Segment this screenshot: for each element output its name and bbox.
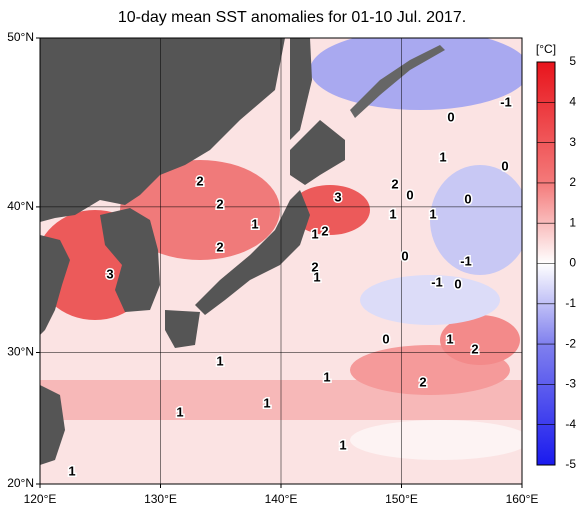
land	[40, 38, 285, 222]
colorbar-tick-label: -4	[565, 417, 576, 431]
lon-tick-label: 130°E	[144, 492, 177, 506]
contour-label: 2	[321, 223, 328, 238]
colorbar-tick-label: -5	[565, 457, 576, 471]
contour-label: 1	[439, 149, 446, 164]
anomaly-patch	[350, 420, 522, 460]
contour-label: 2	[196, 173, 203, 188]
contour-label: 1	[339, 437, 346, 452]
colorbar-tick-label: -1	[565, 296, 576, 310]
anomaly-patch	[290, 185, 370, 235]
contour-label: 1	[176, 404, 183, 419]
lon-tick-label: 120°E	[24, 492, 57, 506]
lon-tick-label: 150°E	[385, 492, 418, 506]
contour-label: 0	[406, 187, 413, 202]
contour-label: 2	[419, 374, 426, 389]
land	[290, 120, 345, 185]
anomaly-patch	[310, 38, 522, 110]
land	[290, 38, 312, 140]
contour-label: 0	[464, 191, 471, 206]
colorbar-tick-label: 1	[569, 215, 576, 229]
lat-tick-label: 40°N	[7, 199, 34, 213]
lat-tick-label: 20°N	[7, 476, 34, 490]
land	[100, 208, 160, 312]
colorbar-tick-label: 5	[569, 54, 576, 68]
contour-label: 1	[263, 395, 270, 410]
contour-label: 1	[68, 463, 75, 478]
contour-label: 1	[216, 353, 223, 368]
axes: 120°E 130°E 140°E 150°E 160°E 50°N 40°N 30°N 20°…	[7, 30, 576, 506]
contour-label: 0	[501, 158, 508, 173]
contour-label: 0	[447, 109, 454, 124]
contour-label: 2	[216, 196, 223, 211]
land	[350, 45, 445, 118]
colorbar-tick-label: 4	[569, 94, 576, 108]
contour-label: -1	[460, 253, 472, 268]
colorbar-tick-label: -2	[565, 336, 576, 350]
land	[165, 310, 200, 348]
contour-label: 0	[454, 276, 461, 291]
contour-label: 1	[446, 331, 453, 346]
contour-label: -1	[431, 274, 443, 289]
lon-tick-label: 160°E	[506, 492, 539, 506]
anomaly-patch	[360, 275, 500, 325]
contour-label: 3	[106, 266, 113, 281]
contour-label: 1	[313, 269, 320, 284]
land	[40, 235, 70, 335]
colorbar-tick-label: 3	[569, 135, 576, 149]
anomaly-patch	[430, 165, 522, 275]
contour-label: 2	[311, 259, 318, 274]
lat-tick-label: 30°N	[7, 345, 34, 359]
contour-label: -1	[500, 94, 512, 109]
contour-label: 3	[334, 189, 341, 204]
lat-tick-label: 50°N	[7, 30, 34, 44]
contour-label: 2	[216, 239, 223, 254]
lon-tick-label: 140°E	[265, 492, 298, 506]
contour-label: 0	[382, 331, 389, 346]
colorbar-tick-label: 2	[569, 175, 576, 189]
contour-label: 1	[389, 206, 396, 221]
contour-label: 2	[471, 341, 478, 356]
colorbar-tick-label: -3	[565, 377, 576, 391]
land	[40, 385, 65, 465]
contour-label: 1	[323, 369, 330, 384]
grid	[40, 38, 522, 484]
contour-label: 1	[251, 216, 258, 231]
contour-label: 1	[311, 226, 318, 241]
anomaly-patch	[120, 160, 280, 260]
contour-label: 1	[429, 206, 436, 221]
colorbar-tick-label: 0	[569, 256, 576, 270]
contour-label: 2	[391, 176, 398, 191]
contour-label: 0	[401, 248, 408, 263]
colorbar-unit: [°C]	[536, 42, 556, 56]
title: 10-day mean SST anomalies for 01-10 Jul.…	[118, 9, 466, 26]
